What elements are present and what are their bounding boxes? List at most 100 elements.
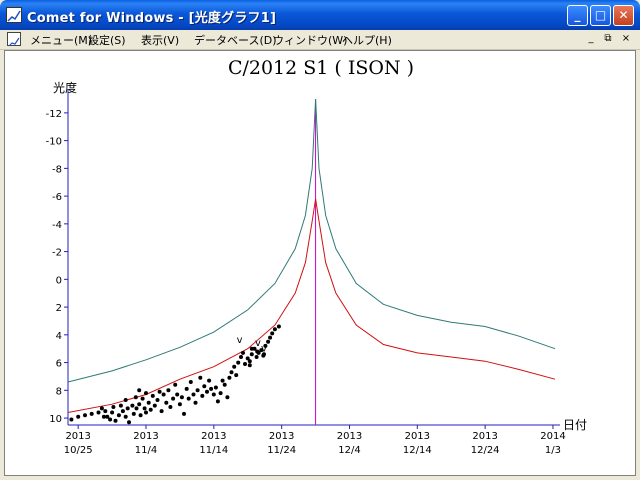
observation-point — [155, 398, 160, 402]
title-bar[interactable]: Comet for Windows - [光度グラフ1] _ □ ✕ — [0, 0, 640, 30]
observation-point — [166, 388, 171, 393]
observation-point — [247, 359, 252, 364]
x-tick-year: 2013 — [133, 431, 158, 442]
observation-point — [236, 360, 241, 365]
observation-point — [164, 400, 169, 405]
y-tick-label: -4 — [52, 220, 62, 231]
observation-point — [243, 362, 247, 366]
x-tick-year: 2013 — [269, 431, 294, 442]
observation-point — [207, 378, 212, 383]
x-tick-date: 12/14 — [403, 445, 432, 456]
menu-window[interactable]: ウィンドウ(W) — [273, 34, 348, 47]
observation-point — [120, 409, 125, 414]
y-tick-label: 2 — [56, 303, 62, 314]
y-tick-label: 0 — [56, 275, 62, 286]
observation-point — [191, 392, 196, 397]
observation-point — [161, 392, 166, 397]
observation-point — [134, 406, 139, 411]
y-tick-label: -10 — [46, 137, 62, 148]
mdi-minimize-button[interactable]: _ — [588, 33, 594, 44]
observation-point — [222, 382, 227, 387]
menu-database[interactable]: データベース(D) — [194, 34, 277, 47]
menu-main[interactable]: メニュー(M) — [30, 34, 93, 47]
observation-point — [99, 406, 104, 411]
observation-point — [263, 343, 268, 348]
observation-point — [175, 392, 180, 397]
observation-point — [168, 405, 173, 409]
observation-point — [101, 414, 106, 419]
observation-point — [113, 418, 118, 423]
x-tick-year: 2013 — [337, 431, 362, 442]
minimize-button[interactable]: _ — [567, 5, 588, 26]
chart-glyph-icon — [7, 10, 21, 22]
observation-point — [123, 414, 128, 419]
observation-point — [173, 382, 178, 387]
upper-limit-mark: v — [255, 338, 261, 349]
maximize-button[interactable]: □ — [590, 5, 611, 26]
close-button[interactable]: ✕ — [613, 5, 634, 26]
observation-point — [152, 403, 157, 408]
observation-point — [198, 375, 203, 380]
observation-point — [259, 348, 264, 353]
observation-point — [218, 391, 223, 396]
observation-point — [83, 413, 87, 418]
observation-point — [110, 410, 115, 415]
observation-point — [157, 389, 162, 394]
observation-point — [186, 396, 191, 401]
observation-point — [144, 410, 148, 415]
observation-point — [116, 413, 121, 418]
observation-point — [247, 363, 252, 368]
observation-point — [159, 409, 164, 414]
observation-point — [96, 410, 101, 415]
observation-point — [111, 405, 116, 409]
upper-limit-mark: v — [237, 335, 243, 346]
observation-point — [193, 400, 198, 405]
observation-point — [202, 384, 207, 389]
series-line-red — [67, 198, 556, 413]
observation-point — [142, 406, 147, 411]
observation-point — [276, 324, 281, 329]
observation-point — [69, 417, 74, 422]
upper-limit-mark: v — [261, 344, 267, 355]
mdi-restore-button[interactable]: ⧉ — [604, 33, 612, 44]
y-axis-title: 光度 — [53, 81, 78, 95]
observation-point — [148, 407, 153, 412]
observation-point — [249, 346, 254, 351]
y-tick-label: -2 — [52, 248, 62, 259]
observation-point — [188, 380, 193, 384]
observation-point — [131, 411, 136, 416]
observation-point — [249, 352, 254, 357]
chart-title: C/2012 S1 ( ISON ) — [227, 57, 415, 79]
mdi-close-button[interactable]: × — [621, 33, 631, 44]
observation-point — [209, 386, 214, 391]
menu-bar: メニュー(M) 設定(S) 表示(V) データベース(D) ウィンドウ(W) ヘ… — [0, 30, 640, 50]
y-tick-label: -8 — [52, 164, 62, 175]
observation-point — [220, 378, 225, 383]
observation-point — [200, 393, 205, 398]
observation-point — [123, 398, 128, 402]
menu-settings[interactable]: 設定(S) — [88, 34, 126, 47]
x-tick-date: 1/3 — [545, 445, 561, 456]
observation-point — [213, 385, 218, 390]
x-tick-year: 2014 — [540, 431, 565, 442]
observation-point — [177, 402, 182, 407]
window-title: Comet for Windows - [光度グラフ1] — [27, 11, 277, 26]
observation-point — [133, 395, 138, 400]
observation-point — [125, 406, 130, 411]
observation-point — [254, 355, 259, 359]
x-tick-year: 2013 — [472, 431, 497, 442]
y-tick-label: -12 — [46, 109, 62, 120]
observation-point — [137, 402, 142, 407]
observation-point — [272, 327, 277, 332]
menu-view[interactable]: 表示(V) — [141, 34, 180, 47]
document-icon[interactable] — [7, 32, 21, 47]
y-tick-label: -6 — [52, 192, 62, 203]
menu-help[interactable]: ヘルプ(H) — [342, 34, 392, 47]
observation-point — [227, 375, 232, 380]
observation-point — [127, 420, 131, 425]
observation-point — [105, 414, 110, 419]
observation-point — [108, 417, 113, 422]
app-icon[interactable] — [6, 7, 22, 23]
observation-point — [179, 395, 184, 400]
